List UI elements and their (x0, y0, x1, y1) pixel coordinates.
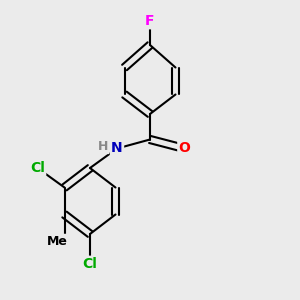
Text: N: N (111, 142, 123, 155)
Text: Cl: Cl (30, 161, 45, 175)
Text: F: F (145, 14, 155, 28)
Text: Cl: Cl (82, 257, 98, 271)
Text: O: O (178, 142, 190, 155)
Text: Me: Me (46, 235, 68, 248)
Text: H: H (98, 140, 109, 154)
